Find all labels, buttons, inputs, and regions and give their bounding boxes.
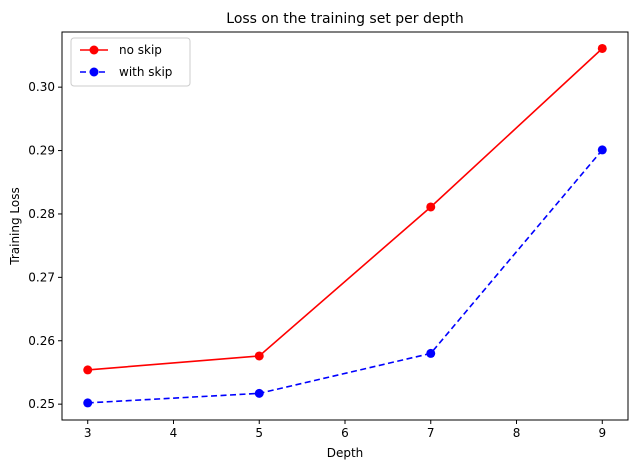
y-tick-label: 0.30 [28,80,55,94]
x-tick-label: 3 [84,426,92,440]
chart-title: Loss on the training set per depth [226,11,463,27]
legend: no skip with skip [70,37,191,87]
x-tick-label: 6 [341,426,349,440]
legend-marker-with-skip [89,67,99,77]
y-tick-label: 0.28 [28,207,55,221]
data-point-no-skip [597,43,607,53]
y-tick-label: 0.27 [28,270,55,284]
data-point-with-skip [83,398,93,408]
legend-label-no-skip: no skip [119,43,162,57]
legend-marker-no-skip [89,45,99,55]
series-layer [83,43,607,408]
data-point-with-skip [426,348,436,358]
series-line-with-skip [87,149,603,404]
x-tick-label: 4 [170,426,178,440]
data-point-with-skip [597,145,607,155]
x-axis-ticks: 3 4 5 6 7 8 9 [84,420,606,440]
y-axis-ticks: 0.25 0.26 0.27 0.28 0.29 0.30 [28,80,62,411]
x-tick-label: 8 [513,426,521,440]
y-tick-label: 0.26 [28,334,55,348]
legend-label-with-skip: with skip [119,65,172,79]
x-tick-label: 9 [598,426,606,440]
plot-frame [61,31,629,421]
data-point-with-skip [254,388,264,398]
x-axis-label: Depth [327,446,364,460]
data-point-no-skip [83,365,93,375]
plot-area [62,32,628,420]
y-tick-label: 0.29 [28,144,55,158]
data-point-no-skip [426,202,436,212]
series-line-no-skip [87,47,603,371]
x-tick-label: 7 [427,426,435,440]
x-tick-label: 5 [255,426,263,440]
y-tick-label: 0.25 [28,397,55,411]
y-axis-label: Training Loss [8,187,22,265]
data-point-no-skip [254,351,264,361]
